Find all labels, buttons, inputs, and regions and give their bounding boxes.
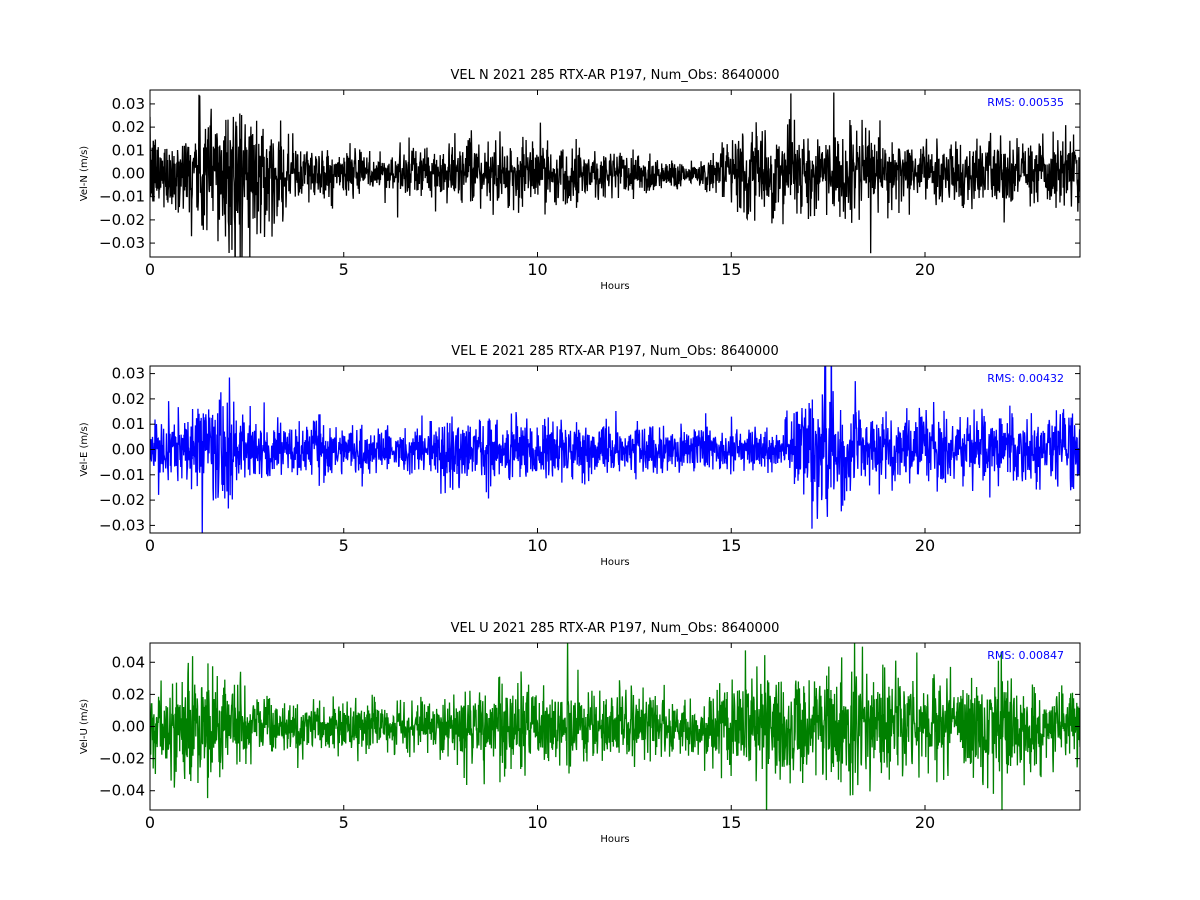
chart-title-east: VEL E 2021 285 RTX-AR P197, Num_Obs: 864… [451, 344, 778, 359]
x-tick-label: 10 [527, 813, 547, 832]
panel-up: 0 5 10 15 20 −0.04 −0.02 0.00 0.02 0.04 VEL U 2021… [79, 621, 1081, 845]
x-axis-label-up: Hours [600, 834, 629, 845]
x-tick-label: 15 [721, 813, 741, 832]
x-tick-label: 0 [145, 260, 155, 279]
x-tick-label: 5 [339, 260, 349, 279]
series-line-up [150, 643, 1080, 810]
y-tick-label: −0.03 [99, 234, 145, 252]
series-line-east [150, 366, 1080, 533]
y-tick-label: −0.04 [99, 782, 145, 800]
y-axis-label-north: Vel-N (m/s) [79, 146, 90, 201]
rms-annotation-north: RMS: 0.00535 [987, 96, 1064, 109]
x-tick-label: 10 [527, 536, 547, 555]
x-axis-label-north: Hours [600, 281, 629, 292]
y-tick-label: 0.02 [112, 685, 145, 703]
panel-north: 0 5 10 15 20 −0.03 −0.02 −0.01 0.00 0.01 0.02 0.03 V… [79, 68, 1081, 292]
x-tick-label: 20 [915, 260, 935, 279]
x-tick-label: 0 [145, 536, 155, 555]
y-tick-label: 0.01 [112, 415, 145, 433]
x-axis-label-east: Hours [600, 557, 629, 568]
y-tick-label: 0.02 [112, 118, 145, 136]
x-tick-label: 20 [915, 536, 935, 555]
y-tick-label: −0.02 [99, 491, 145, 509]
y-tick-label: 0.00 [112, 441, 145, 459]
y-tick-label: −0.01 [99, 466, 145, 484]
x-tick-label: 0 [145, 813, 155, 832]
y-axis-label-east: Vel-E (m/s) [79, 422, 90, 476]
rms-annotation-east: RMS: 0.00432 [987, 372, 1064, 385]
y-tick-label: 0.00 [112, 718, 145, 736]
x-tick-label: 5 [339, 536, 349, 555]
x-tick-label: 15 [721, 260, 741, 279]
rms-annotation-up: RMS: 0.00847 [987, 649, 1064, 662]
y-tick-label: 0.03 [112, 365, 145, 383]
chart-title-north: VEL N 2021 285 RTX-AR P197, Num_Obs: 864… [451, 68, 780, 83]
x-tick-label: 5 [339, 813, 349, 832]
panel-east: 0 5 10 15 20 −0.03 −0.02 −0.01 0.00 0.01 0.02 0.03 V… [79, 344, 1081, 568]
y-axis-label-up: Vel-U (m/s) [79, 699, 90, 754]
chart-title-up: VEL U 2021 285 RTX-AR P197, Num_Obs: 864… [451, 621, 780, 636]
y-tick-label: 0.04 [112, 653, 145, 671]
y-tick-label: −0.02 [99, 750, 145, 768]
y-tick-label: 0.00 [112, 165, 145, 183]
y-tick-label: −0.02 [99, 211, 145, 229]
y-tick-label: 0.02 [112, 390, 145, 408]
y-tick-label: 0.03 [112, 95, 145, 113]
x-tick-label: 20 [915, 813, 935, 832]
y-tick-label: 0.01 [112, 141, 145, 159]
y-tick-label: −0.01 [99, 188, 145, 206]
y-tick-label: −0.03 [99, 516, 145, 534]
x-tick-label: 15 [721, 536, 741, 555]
series-line-north [150, 92, 1080, 257]
x-tick-label: 10 [527, 260, 547, 279]
